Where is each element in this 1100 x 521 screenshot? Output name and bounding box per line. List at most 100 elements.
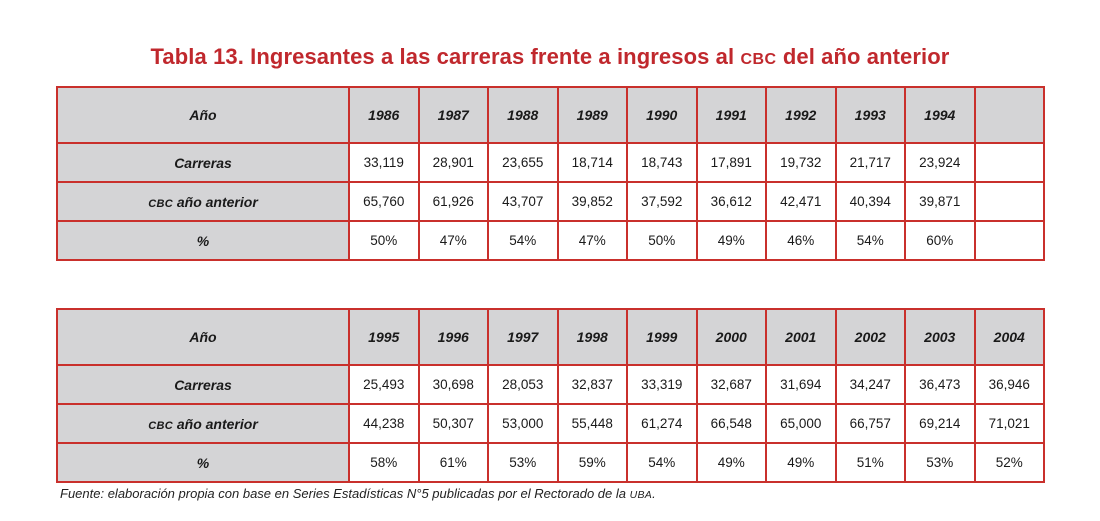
year-cell: 1994 [904,86,976,144]
title-abbr: cbc [740,51,777,68]
data-cell: 36,612 [695,181,767,222]
data-cell: 43,707 [487,181,559,222]
data-cell: 54% [834,220,906,261]
pct-row: % 58% 61% 53% 59% 54% 49% 49% 51% 53% 52… [56,442,1045,483]
row-label-carreras: Carreras [56,142,350,183]
row-label-cbc: cbc año anterior [56,403,350,444]
year-cell: 1990 [626,86,698,144]
data-cell: 61,274 [626,403,698,444]
data-cell: 53% [487,442,559,483]
data-cell: 49% [695,220,767,261]
year-cell: 2002 [834,308,906,366]
data-cell: 36,473 [904,364,976,405]
data-cell: 54% [487,220,559,261]
source-footnote: Fuente: elaboración propia con base en S… [60,486,656,501]
year-cell: 1987 [417,86,489,144]
data-cell [973,220,1045,261]
cbc-label-rest: año anterior [172,193,258,210]
row-label-carreras: Carreras [56,364,350,405]
year-header-row: Año 1986 1987 1988 1989 1990 1991 1992 1… [56,86,1045,144]
data-cell: 42,471 [765,181,837,222]
year-cell: 2003 [904,308,976,366]
year-cell: 1995 [348,308,420,366]
year-cell: 1998 [556,308,628,366]
data-cell: 28,053 [487,364,559,405]
year-cell: 1988 [487,86,559,144]
title-suffix: del año anterior [776,44,950,69]
data-cell: 66,548 [695,403,767,444]
data-cell: 23,924 [904,142,976,183]
year-cell: 1993 [834,86,906,144]
data-cell: 39,871 [904,181,976,222]
data-cell: 47% [556,220,628,261]
data-cell: 33,119 [348,142,420,183]
year-header-row: Año 1995 1996 1997 1998 1999 2000 2001 2… [56,308,1045,366]
row-label-year: Año [56,308,350,366]
row-label-pct: % [56,442,350,483]
data-cell: 58% [348,442,420,483]
data-cell: 37,592 [626,181,698,222]
data-cell: 65,000 [765,403,837,444]
table-1986-1994: Año 1986 1987 1988 1989 1990 1991 1992 1… [56,86,1045,261]
data-cell: 46% [765,220,837,261]
row-label-pct: % [56,220,350,261]
data-cell [973,142,1045,183]
footnote-text: Fuente: elaboración propia con base en S… [60,486,630,501]
table-1995-2004: Año 1995 1996 1997 1998 1999 2000 2001 2… [56,308,1045,483]
data-cell: 44,238 [348,403,420,444]
footnote-abbr: uba [629,489,653,501]
data-cell: 17,891 [695,142,767,183]
data-cell: 69,214 [904,403,976,444]
data-cell: 49% [695,442,767,483]
data-cell: 54% [626,442,698,483]
data-cell: 18,743 [626,142,698,183]
footnote-end: . [652,486,656,501]
data-cell: 49% [765,442,837,483]
data-cell: 28,901 [417,142,489,183]
data-cell: 50,307 [417,403,489,444]
year-cell: 2000 [695,308,767,366]
row-label-year: Año [56,86,350,144]
cbc-row: cbc año anterior 65,760 61,926 43,707 39… [56,181,1045,222]
data-cell: 32,687 [695,364,767,405]
data-cell: 50% [626,220,698,261]
year-cell: 2004 [973,308,1045,366]
data-cell: 47% [417,220,489,261]
data-cell: 30,698 [417,364,489,405]
data-cell: 50% [348,220,420,261]
data-cell: 66,757 [834,403,906,444]
data-cell: 52% [973,442,1045,483]
data-cell: 51% [834,442,906,483]
year-cell [973,86,1045,144]
year-cell: 1989 [556,86,628,144]
year-cell: 2001 [765,308,837,366]
data-cell: 23,655 [487,142,559,183]
data-cell: 19,732 [765,142,837,183]
title-prefix: Tabla 13. Ingresantes a las carreras fre… [150,44,741,69]
pct-row: % 50% 47% 54% 47% 50% 49% 46% 54% 60% [56,220,1045,261]
data-cell: 71,021 [973,403,1045,444]
table-title: Tabla 13. Ingresantes a las carreras fre… [0,44,1100,70]
year-cell: 1996 [417,308,489,366]
data-cell: 65,760 [348,181,420,222]
data-cell: 53% [904,442,976,483]
data-cell: 59% [556,442,628,483]
data-cell: 60% [904,220,976,261]
data-cell: 18,714 [556,142,628,183]
carreras-row: Carreras 33,119 28,901 23,655 18,714 18,… [56,142,1045,183]
data-cell: 33,319 [626,364,698,405]
data-cell: 39,852 [556,181,628,222]
data-cell: 34,247 [834,364,906,405]
year-cell: 1997 [487,308,559,366]
cbc-label-rest: año anterior [172,415,258,432]
year-cell: 1999 [626,308,698,366]
row-label-cbc: cbc año anterior [56,181,350,222]
data-cell: 36,946 [973,364,1045,405]
carreras-row: Carreras 25,493 30,698 28,053 32,837 33,… [56,364,1045,405]
data-cell: 32,837 [556,364,628,405]
data-cell: 40,394 [834,181,906,222]
data-cell: 31,694 [765,364,837,405]
data-cell: 25,493 [348,364,420,405]
year-cell: 1992 [765,86,837,144]
data-cell: 61% [417,442,489,483]
